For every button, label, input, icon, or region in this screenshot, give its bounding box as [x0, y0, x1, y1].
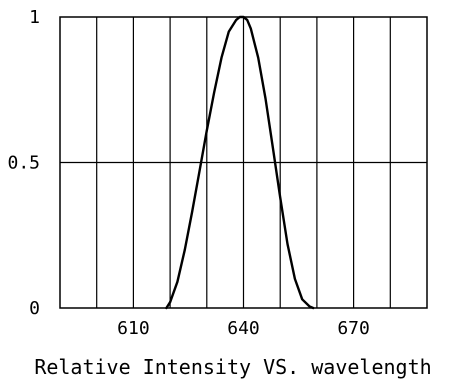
- x-tick-label: 640: [227, 318, 260, 339]
- chart-caption: Relative Intensity VS. wavelength: [34, 355, 431, 379]
- series-layer: [165, 15, 315, 310]
- y-tick-label: 0: [29, 298, 40, 319]
- x-tick-label: 670: [337, 318, 370, 339]
- x-tick-label: 610: [117, 318, 150, 339]
- intensity-curve: [165, 15, 315, 310]
- y-tick-labels: 00.51: [7, 7, 40, 319]
- x-tick-labels: 610 640 670: [117, 318, 370, 339]
- y-tick-label: 0.5: [7, 153, 40, 174]
- y-tick-label: 1: [29, 7, 40, 28]
- grid: [60, 17, 427, 308]
